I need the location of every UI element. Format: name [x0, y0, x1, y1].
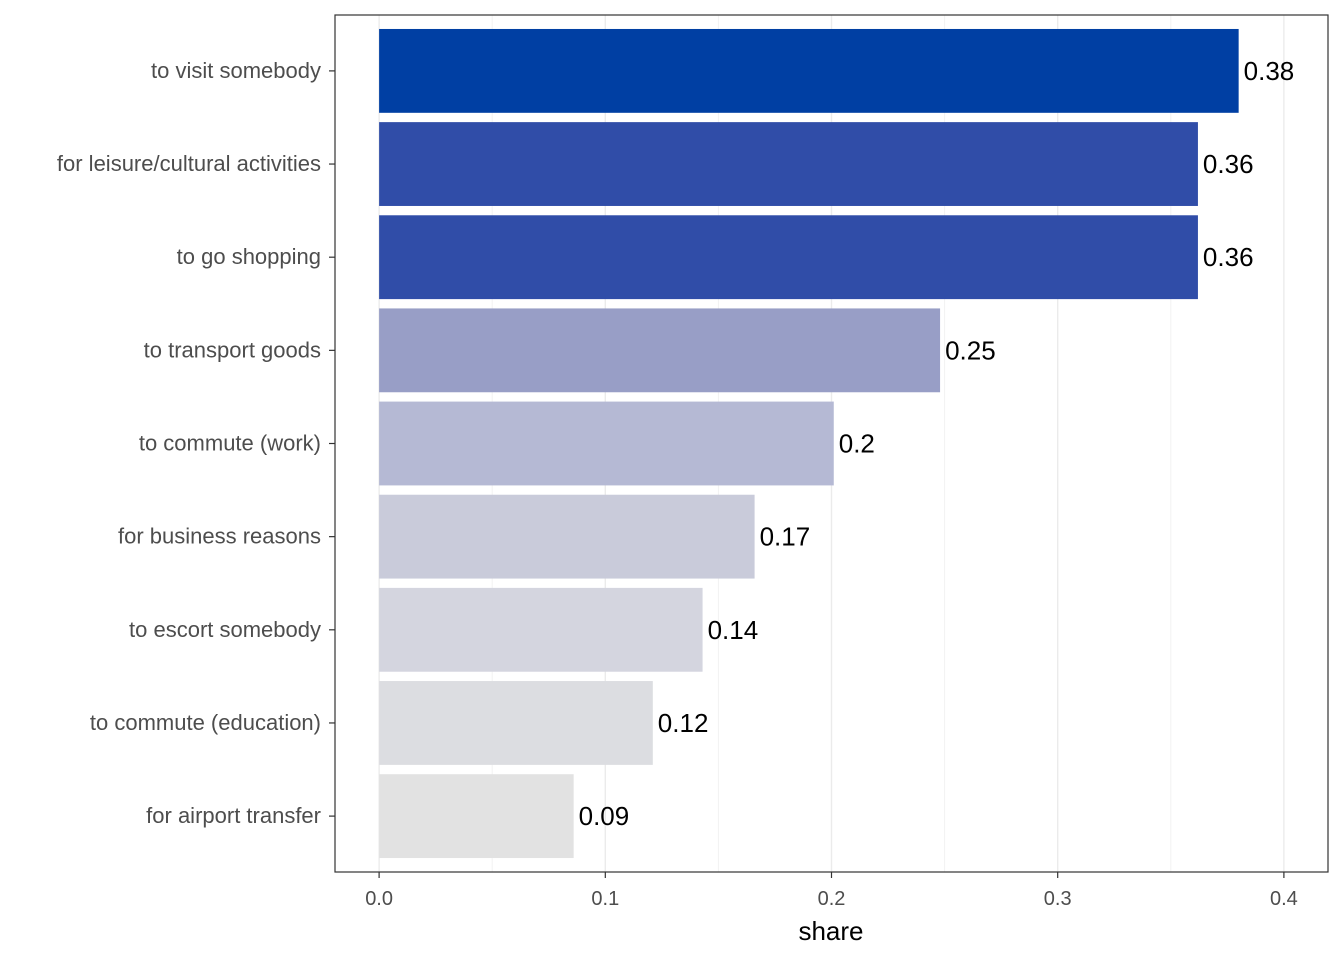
x-axis: 0.0 0.1 0.2 0.3 0.4 [365, 872, 1298, 910]
data-label: 0.38 [1244, 56, 1295, 86]
y-tick-label: to visit somebody [151, 58, 321, 83]
bar [379, 401, 834, 486]
y-tick-label: for airport transfer [146, 803, 321, 828]
y-tick-label: to commute (education) [90, 710, 321, 735]
data-label: 0.2 [839, 429, 875, 459]
x-tick-label: 0.2 [818, 888, 846, 910]
y-tick-label: to escort somebody [129, 617, 321, 642]
y-tick-label: for business reasons [118, 524, 321, 549]
data-label: 0.12 [658, 708, 709, 738]
bar [379, 494, 755, 579]
y-tick-label: for leisure/cultural activities [57, 151, 321, 176]
data-label: 0.36 [1203, 149, 1254, 179]
x-tick-label: 0.3 [1044, 888, 1072, 910]
y-tick-label: to transport goods [144, 337, 321, 362]
x-axis-title: share [798, 916, 863, 946]
bar [379, 681, 653, 765]
bars: 0.38 0.36 0.36 0.25 0.2 0.17 0.14 0.12 0.09 [379, 28, 1295, 859]
bar [379, 308, 941, 393]
y-tick-label: to commute (work) [139, 431, 321, 456]
bar [379, 587, 703, 672]
x-tick-label: 0.1 [591, 888, 619, 910]
data-label: 0.14 [708, 615, 759, 645]
x-tick-label: 0.4 [1270, 888, 1298, 910]
data-label: 0.09 [579, 801, 630, 831]
bar [379, 122, 1198, 206]
x-tick-label: 0.0 [365, 888, 393, 910]
bar [379, 215, 1198, 300]
bar [379, 774, 574, 859]
data-label: 0.17 [760, 522, 811, 552]
bar [379, 28, 1239, 113]
data-label: 0.25 [945, 335, 996, 365]
y-axis: to visit somebody for leisure/cultural ac… [57, 58, 335, 828]
y-tick-label: to go shopping [177, 244, 321, 269]
data-label: 0.36 [1203, 242, 1254, 272]
